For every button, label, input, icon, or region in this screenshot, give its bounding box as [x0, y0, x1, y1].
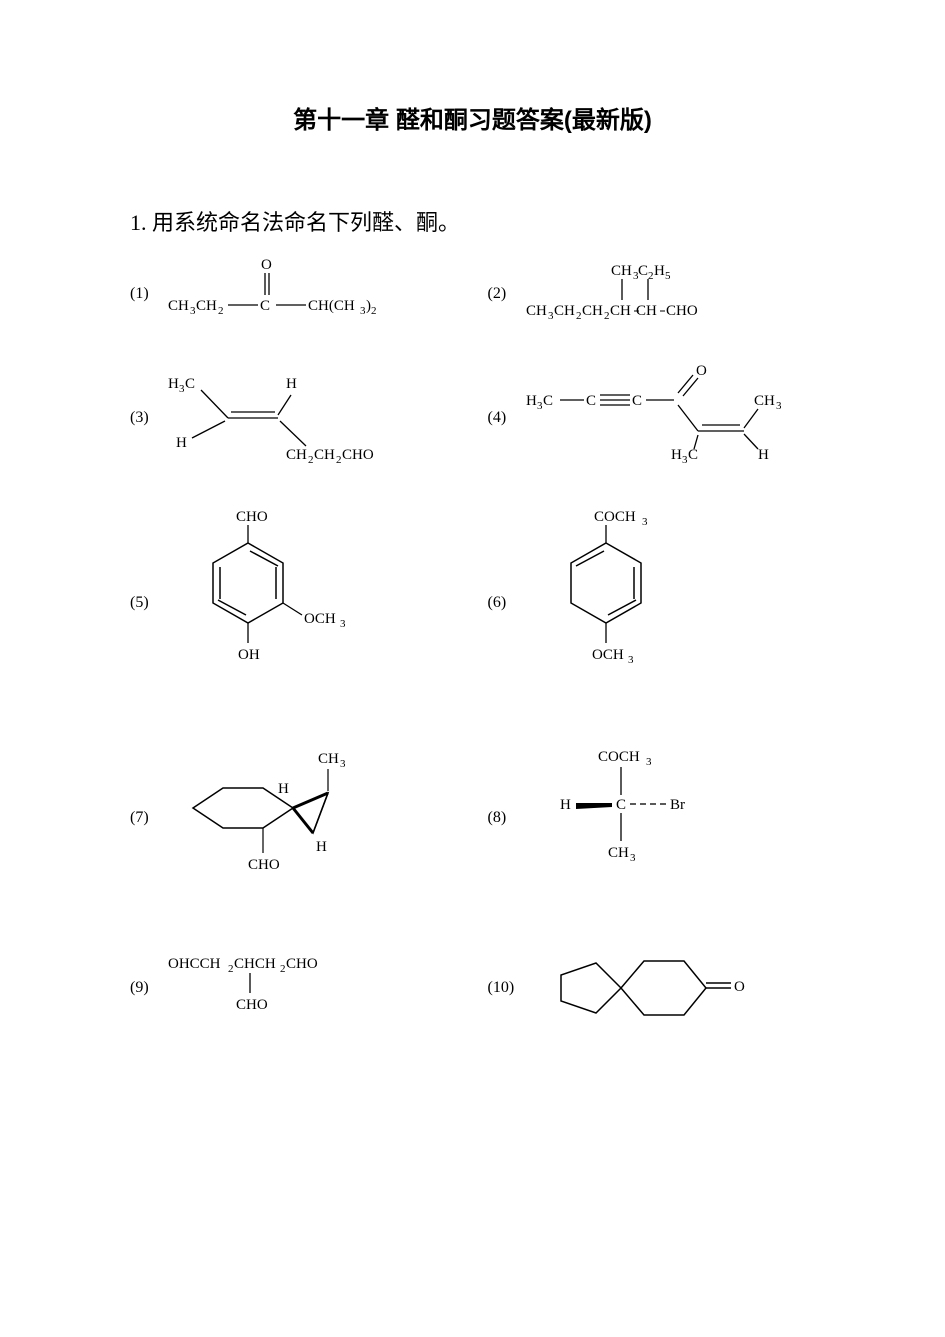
item-number: (6) — [488, 594, 516, 612]
svg-text:Br: Br — [670, 797, 685, 813]
svg-text:2: 2 — [218, 305, 224, 317]
item-number: (10) — [488, 979, 516, 997]
svg-text:CHO: CHO — [342, 447, 374, 463]
svg-text:H: H — [654, 263, 665, 279]
item-1: (1) CH3 CH2 C O CH(CH3)2 — [130, 255, 458, 333]
svg-text:C: C — [638, 263, 648, 279]
page-title: 第十一章 醛和酮习题答案(最新版) — [130, 100, 815, 135]
question-heading: 1. 用系统命名法命名下列醛、酮。 — [130, 205, 815, 237]
svg-text:CHO: CHO — [236, 509, 268, 525]
svg-text:C: C — [260, 298, 270, 314]
svg-text:CH: CH — [318, 751, 339, 767]
svg-text:C: C — [632, 393, 642, 409]
item-8: (8) COCH 3 C H — [488, 733, 816, 903]
structure-4: H 3 C C C O — [526, 363, 816, 473]
svg-text:CH: CH — [754, 393, 775, 409]
structure-9: OHCCH2 CHCH2 CHO CHO — [168, 943, 458, 1033]
svg-text:2: 2 — [576, 310, 582, 322]
svg-text:2: 2 — [604, 310, 610, 322]
svg-text:O: O — [734, 979, 745, 995]
svg-text:CHO: CHO — [666, 303, 698, 319]
item-number: (9) — [130, 979, 158, 997]
svg-text:OCH: OCH — [304, 611, 336, 627]
item-number: (2) — [488, 285, 516, 303]
svg-text:CH(CH: CH(CH — [308, 298, 355, 314]
item-number: (8) — [488, 809, 516, 827]
svg-text:H: H — [758, 447, 769, 463]
svg-text:CHO: CHO — [248, 857, 280, 873]
item-number: (1) — [130, 285, 158, 303]
structure-8: COCH 3 C H Br — [526, 743, 816, 893]
svg-text:C: C — [185, 376, 195, 392]
item-4: (4) H 3 C C C — [488, 363, 816, 473]
svg-text:CH: CH — [611, 263, 632, 279]
svg-text:2: 2 — [336, 454, 342, 466]
svg-text:O: O — [261, 257, 272, 273]
item-number: (4) — [488, 409, 516, 427]
structure-6: COCH 3 OCH 3 — [526, 503, 816, 703]
svg-text:3: 3 — [776, 400, 782, 412]
svg-text:H: H — [176, 435, 187, 451]
svg-text:CHO: CHO — [236, 997, 268, 1013]
svg-text:OHCCH: OHCCH — [168, 956, 221, 972]
svg-text:C: C — [586, 393, 596, 409]
item-6: (6) COCH 3 OCH 3 — [488, 503, 816, 703]
svg-text:OCH: OCH — [592, 647, 624, 663]
item-number: (3) — [130, 409, 158, 427]
svg-text:2: 2 — [228, 963, 234, 975]
svg-text:H: H — [278, 781, 289, 797]
svg-text:CH: CH — [554, 303, 575, 319]
svg-text:3: 3 — [646, 756, 652, 768]
svg-text:C: C — [688, 447, 698, 463]
svg-text:3: 3 — [340, 758, 346, 770]
svg-text:CHO: CHO — [286, 956, 318, 972]
svg-text:H: H — [316, 839, 327, 855]
svg-text:H: H — [526, 393, 537, 409]
svg-text:COCH: COCH — [594, 509, 636, 525]
svg-text:3: 3 — [642, 516, 648, 528]
svg-text:H: H — [671, 447, 682, 463]
svg-text:CH: CH — [526, 303, 547, 319]
svg-text:3: 3 — [628, 654, 634, 666]
svg-text:2: 2 — [280, 963, 286, 975]
svg-text:CH: CH — [286, 447, 307, 463]
svg-text:2: 2 — [371, 305, 377, 317]
svg-text:C: C — [616, 797, 626, 813]
svg-text:COCH: COCH — [598, 749, 640, 765]
svg-text:H: H — [286, 376, 297, 392]
item-number: (7) — [130, 809, 158, 827]
svg-text:CH: CH — [196, 298, 217, 314]
svg-text:H: H — [168, 376, 179, 392]
structure-7: CH3 H H CHO — [168, 733, 458, 903]
item-3: (3) H3C H H CH2 CH2 — [130, 363, 458, 473]
svg-text:5: 5 — [665, 270, 671, 282]
svg-text:CH: CH — [608, 845, 629, 861]
svg-text:2: 2 — [308, 454, 314, 466]
structure-3: H3C H H CH2 CH2 CHO — [168, 363, 458, 473]
svg-text:CH: CH — [610, 303, 631, 319]
svg-text:C: C — [543, 393, 553, 409]
svg-text:2: 2 — [648, 270, 654, 282]
structure-2: CH3 CH2 CH2 CH CH3 CH C2H5 CHO — [526, 255, 816, 333]
svg-text:CH: CH — [314, 447, 335, 463]
item-number: (5) — [130, 594, 158, 612]
structure-10: O — [526, 933, 816, 1043]
svg-text:CH: CH — [636, 303, 657, 319]
item-9: (9) OHCCH2 CHCH2 CHO CHO — [130, 933, 458, 1043]
svg-text:CH: CH — [168, 298, 189, 314]
item-5: (5) CHO OCH 3 — [130, 503, 458, 703]
item-2: (2) CH3 CH2 CH2 CH CH3 CH C2H5 — [488, 255, 816, 333]
svg-text:3: 3 — [340, 618, 346, 630]
structure-1: CH3 CH2 C O CH(CH3)2 — [168, 255, 458, 333]
svg-text:CH: CH — [582, 303, 603, 319]
items-grid: (1) CH3 CH2 C O CH(CH3)2 — [130, 255, 815, 1043]
svg-text:CHCH: CHCH — [234, 956, 276, 972]
item-10: (10) O — [488, 933, 816, 1043]
item-7: (7) CH3 H H — [130, 733, 458, 903]
svg-text:3: 3 — [630, 852, 636, 864]
svg-text:H: H — [560, 797, 571, 813]
svg-text:OH: OH — [238, 647, 260, 663]
svg-text:O: O — [696, 363, 707, 379]
structure-5: CHO OCH 3 OH — [168, 503, 458, 703]
